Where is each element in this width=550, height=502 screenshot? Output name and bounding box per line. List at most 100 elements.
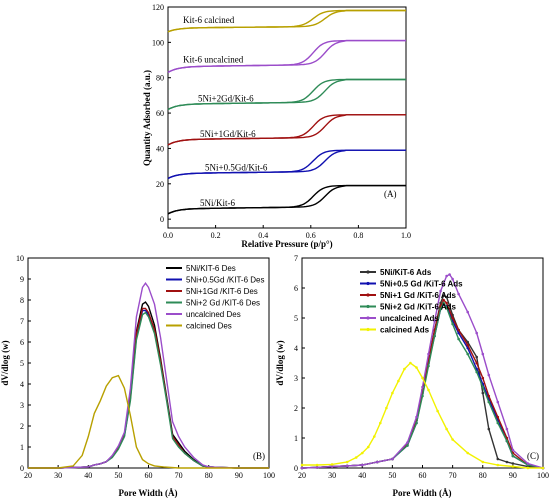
legend-label-5ni-1gd-kit-6-des: 5Ni+1Gd /KIT-6 Des — [186, 287, 258, 296]
data-point-5ni-kit-6-ads — [487, 427, 491, 431]
panel-c-xtick-label: 100 — [537, 471, 549, 480]
data-point-uncalcined-ads — [466, 310, 470, 314]
panel-b-ytick-label: 9 — [20, 275, 24, 284]
legend-marker-5ni-0-5-gd-kit-6-ads — [366, 281, 370, 286]
panel-a-ytick-label: 80 — [156, 74, 164, 83]
panel-a: 0.0 0.2 0.4 0.6 0.8 1.0 0 20 40 60 80 100 120 5Ni/Ki… — [142, 3, 411, 249]
data-point-calcined-ads — [436, 409, 439, 413]
panel-b-xtick-label: 20 — [24, 471, 32, 480]
legend-label-5ni-kit-6-ads: 5Ni/KiT-6 Ads — [380, 268, 432, 277]
curve-label-kit-6-uncalcined: Kit-6 uncalcined — [183, 54, 244, 64]
data-point-calcined-ads — [511, 465, 515, 468]
isotherm-desorption-5ni-2gd-kit-6 — [167, 78, 406, 111]
panel-b-ytick-label: 7 — [20, 317, 24, 326]
panel-c-xtick-label: 30 — [328, 471, 336, 480]
data-point-uncalcined-ads — [505, 427, 509, 431]
data-point-calcined-ads — [409, 361, 412, 365]
data-point-calcined-ads — [526, 466, 530, 470]
isotherm-desorption-5ni-1gd-kit-6 — [167, 114, 406, 146]
data-point-5ni-kit-6-ads — [442, 294, 445, 297]
panel-a-ylabel: Quantity Adsorbed (a.u.) — [142, 70, 152, 166]
panel-b-xtick-label: 60 — [145, 471, 153, 480]
data-point-uncalcined-ads — [451, 277, 454, 281]
legend-marker-5ni-1-gd-kit-6-ads — [366, 293, 370, 297]
data-point-5ni-kit-6-ads — [496, 457, 500, 461]
panel-a-letter: (A) — [384, 189, 397, 199]
panel-a-ytick-label: 120 — [152, 3, 164, 12]
series-line-uncalcined-des — [28, 281, 269, 469]
data-point-calcined-ads — [466, 451, 470, 455]
data-point-5ni-kit-6-ads — [445, 295, 448, 299]
panel-a-ytick-label: 40 — [156, 144, 164, 153]
panel-b-ytick-label: 6 — [20, 338, 24, 347]
data-point-calcined-ads — [315, 463, 319, 467]
data-point-calcined-ads — [427, 388, 430, 392]
data-point-5ni-2-gd-kit-6-ads — [511, 454, 515, 458]
panel-c-ytick-label: 4 — [294, 344, 298, 353]
data-point-calcined-ads — [496, 463, 500, 467]
legend-label-calcined-ads: calcined Ads — [380, 326, 430, 335]
data-point-5ni-2-gd-kit-6-ads — [439, 307, 442, 311]
data-point-5ni-1-gd-kit-6-ads — [442, 298, 445, 302]
series-line-5ni-kit-6-des — [28, 301, 269, 469]
panel-b-ytick-label: 1 — [20, 443, 24, 452]
data-point-calcined-ads — [373, 435, 376, 438]
legend-label-calcined-des: calcined Des — [186, 322, 232, 331]
data-point-uncalcined-ads — [487, 373, 491, 377]
panel-c-xtick-label: 80 — [479, 471, 487, 480]
data-point-calcined-ads — [481, 460, 485, 464]
data-point-5ni-2-gd-kit-6-ads — [487, 400, 491, 404]
panel-b-xtick-label: 80 — [205, 471, 213, 480]
panel-a-frame — [167, 6, 407, 229]
data-point-uncalcined-ads — [415, 415, 418, 419]
panel-a-ytick-label: 60 — [156, 109, 164, 118]
panel-c-ytick-label: 1 — [294, 434, 298, 443]
data-point-5ni-1-gd-kit-6-ads — [481, 376, 485, 380]
data-point-calcined-ads — [354, 456, 358, 459]
legend-label-5ni-2-gd-kit-6-ads: 5Ni+2 Gd /KiT-6 Ads — [380, 303, 456, 312]
panel-a-xlabel: Relative Pressure (p/p°) — [241, 239, 332, 249]
data-point-5ni-2-gd-kit-6-ads — [505, 439, 509, 443]
isotherm-desorption-5ni-0-5gd-kit-6 — [167, 149, 406, 180]
data-point-calcined-ads — [445, 427, 448, 431]
curve-label-5ni-2gd-kit-6: 5Ni+2Gd/Kit-6 — [198, 94, 254, 104]
panel-c-ytick-label: 5 — [294, 314, 298, 323]
legend-marker-uncalcined-ads — [366, 316, 370, 320]
data-point-calcined-ads — [541, 466, 545, 470]
data-point-5ni-1-gd-kit-6-ads — [451, 316, 454, 320]
data-point-calcined-ads — [421, 376, 424, 380]
panel-a-xtick-label: 0.2 — [211, 231, 221, 240]
legend-label-5ni-0-5gd-kit-6-des: 5Ni+0.5Gd /KIT-6 Des — [186, 276, 264, 285]
data-point-5ni-2-gd-kit-6-ads — [415, 421, 418, 425]
series-line-calcined-des — [28, 374, 269, 469]
panel-b: 20 30 40 50 60 70 80 90 100 0 1 2 3 4 5 6 7 8 9 10 5Ni/KIT-… — [0, 254, 275, 498]
data-point-calcined-ads — [391, 391, 394, 395]
panel-a-xtick-label: 0.4 — [258, 231, 268, 240]
panel-b-ytick-label: 4 — [20, 380, 24, 389]
data-point-uncalcined-ads — [361, 463, 364, 467]
series-line-5ni-0-5gd-kit-6-des — [28, 309, 269, 469]
data-point-calcined-ads — [367, 445, 370, 449]
data-point-5ni-kit-6-ads — [505, 460, 509, 464]
data-point-calcined-ads — [361, 451, 364, 455]
legend-label-5ni-1-gd-kit-6-ads: 5Ni+1 Gd /KiT-6 Ads — [380, 291, 456, 300]
series-line-5ni-1gd-kit-6-des — [28, 307, 269, 469]
data-point-uncalcined-ads — [427, 352, 430, 356]
panel-b-ytick-label: 2 — [20, 422, 24, 431]
data-point-uncalcined-ads — [300, 466, 304, 470]
legend-label-uncalcined-des: uncalcined Des — [186, 310, 241, 319]
data-point-uncalcined-ads — [433, 319, 436, 323]
panel-b-ytick-label: 3 — [20, 401, 24, 410]
data-point-5ni-1-gd-kit-6-ads — [466, 343, 470, 347]
data-point-uncalcined-ads — [439, 289, 442, 293]
panel-b-ytick-label: 10 — [16, 254, 24, 263]
data-point-calcined-ads — [451, 438, 454, 441]
panel-a-xtick-label: 0.0 — [163, 231, 173, 240]
data-point-uncalcined-ads — [475, 331, 479, 335]
data-point-uncalcined-ads — [376, 460, 379, 464]
data-point-calcined-ads — [345, 460, 349, 464]
legend-label-5ni-2-gd-kit-6-des: 5Ni+2 Gd /KIT-6 Des — [186, 299, 260, 308]
panel-c-ytick-label: 6 — [294, 284, 298, 293]
data-point-uncalcined-ads — [457, 292, 460, 296]
